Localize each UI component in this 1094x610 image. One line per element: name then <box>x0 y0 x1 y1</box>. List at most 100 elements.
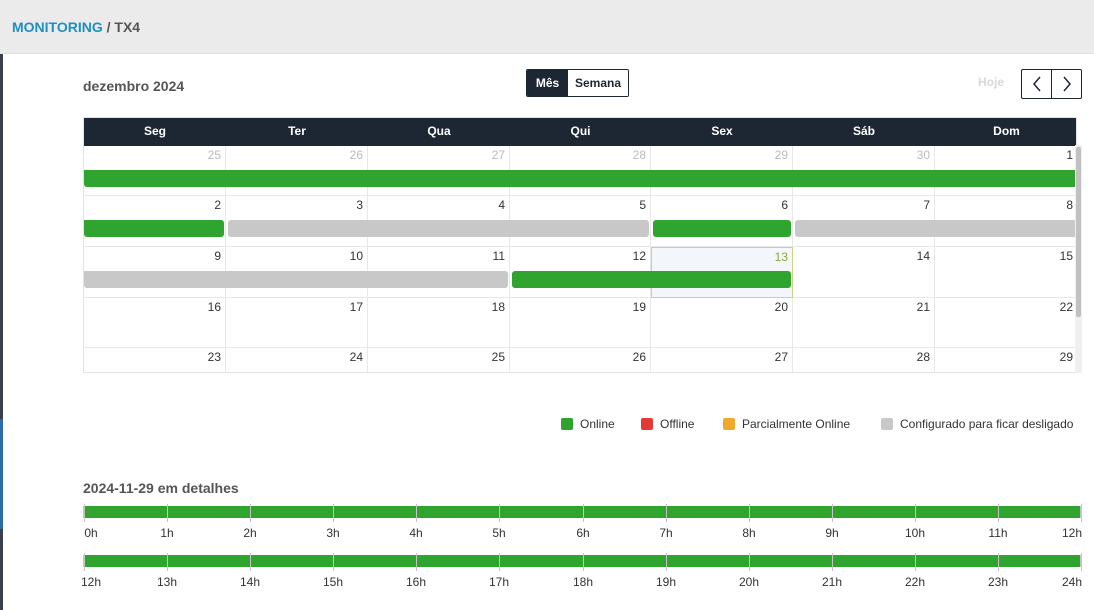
hour-label: 5h <box>492 526 506 540</box>
day-number: 23 <box>207 350 221 364</box>
day-number: 7 <box>923 198 930 212</box>
hour-tick <box>915 504 916 522</box>
weekday-label: Qua <box>427 124 451 138</box>
hour-label: 14h <box>239 575 261 589</box>
calendar-day[interactable]: 28 <box>793 348 935 372</box>
weekday-label: Qui <box>570 124 591 138</box>
hour-tick <box>250 504 251 522</box>
day-number: 2 <box>214 198 221 212</box>
day-number: 25 <box>491 350 505 364</box>
hour-tick <box>749 553 750 571</box>
next-month-button[interactable] <box>1051 70 1081 98</box>
day-number: 24 <box>349 350 363 364</box>
hour-label: 11h <box>988 526 1008 540</box>
legend-label: Parcialmente Online <box>742 417 851 431</box>
day-number: 1 <box>1066 148 1073 162</box>
status-bar-online[interactable] <box>84 220 224 237</box>
day-number: 26 <box>349 148 363 162</box>
hour-label: 13h <box>156 575 178 589</box>
calendar-day[interactable]: 6 <box>651 196 793 247</box>
day-number: 3 <box>356 198 363 212</box>
calendar-day[interactable]: 19 <box>510 298 651 348</box>
hour-tick <box>666 504 667 522</box>
legend-item: Offline <box>641 416 694 432</box>
hour-tick <box>333 504 334 522</box>
hour-timeline-bar[interactable] <box>83 506 1081 518</box>
hour-tick <box>84 553 85 571</box>
status-bar-online[interactable] <box>84 170 1076 187</box>
chevron-left-icon <box>1032 76 1041 92</box>
calendar-day[interactable]: 26 <box>510 348 651 372</box>
hour-tick <box>998 553 999 571</box>
hour-label: 1h <box>160 526 174 540</box>
week-view-button[interactable]: Semana <box>568 70 628 96</box>
sidebar-edge-highlight <box>0 419 3 529</box>
hour-tick <box>998 504 999 522</box>
day-number: 20 <box>774 300 788 314</box>
month-title: dezembro 2024 <box>83 78 185 94</box>
month-navigation <box>1021 69 1082 99</box>
hour-label: 6h <box>576 526 590 540</box>
hour-tick <box>832 504 833 522</box>
hour-label: 21h <box>821 575 843 589</box>
status-bar-configured-off[interactable] <box>795 220 1076 237</box>
hour-label: 0h <box>84 526 98 540</box>
calendar-day[interactable]: 23 <box>84 348 226 372</box>
hour-tick <box>333 553 334 571</box>
top-bar: MONITORING / TX4 <box>0 0 1094 54</box>
legend-label: Online <box>580 417 615 431</box>
calendar-day[interactable]: 29 <box>935 348 1076 372</box>
status-bar-configured-off[interactable] <box>228 220 649 237</box>
calendar-day[interactable]: 16 <box>84 298 226 348</box>
legend-item: Parcialmente Online <box>723 416 850 432</box>
day-number: 4 <box>498 198 505 212</box>
day-number: 14 <box>916 249 930 263</box>
calendar-day[interactable]: 14 <box>793 247 935 298</box>
hour-tick <box>666 553 667 571</box>
calendar-day[interactable]: 27 <box>651 348 793 372</box>
calendar-scrollbar[interactable] <box>1075 145 1082 373</box>
hour-label: 9h <box>825 526 839 540</box>
calendar-day[interactable]: 5 <box>510 196 651 247</box>
calendar-day[interactable]: 11 <box>368 247 510 298</box>
breadcrumb-monitoring-link[interactable]: MONITORING <box>12 19 103 35</box>
day-number: 18 <box>491 300 505 314</box>
calendar-day[interactable]: 25 <box>368 348 510 372</box>
today-button[interactable]: Hoje <box>978 75 1005 89</box>
month-view-button[interactable]: Mês <box>527 70 568 96</box>
calendar-day[interactable]: 1 <box>935 146 1076 196</box>
hour-tick <box>167 553 168 571</box>
legend-item: Configurado para ficar desligado <box>881 416 1073 432</box>
hour-label: 20h <box>738 575 760 589</box>
calendar-day[interactable]: 20 <box>651 298 793 348</box>
hour-tick <box>499 553 500 571</box>
scrollbar-thumb[interactable] <box>1076 147 1081 317</box>
day-number: 16 <box>207 300 221 314</box>
day-number: 9 <box>214 249 221 263</box>
weekday-label: Seg <box>143 124 166 138</box>
legend-swatch <box>881 418 893 430</box>
calendar-day[interactable]: 18 <box>368 298 510 348</box>
calendar-day[interactable]: 17 <box>226 298 368 348</box>
hour-tick <box>915 553 916 571</box>
hour-label: 2h <box>243 526 257 540</box>
hour-label: 17h <box>488 575 510 589</box>
status-bar-online[interactable] <box>653 220 791 237</box>
calendar-day[interactable]: 8 <box>935 196 1076 247</box>
day-number: 13 <box>774 250 788 264</box>
legend-swatch <box>561 418 573 430</box>
day-number: 29 <box>1059 350 1073 364</box>
hour-tick <box>749 504 750 522</box>
calendar-day[interactable]: 21 <box>793 298 935 348</box>
hour-timeline-bar[interactable] <box>83 555 1081 567</box>
status-bar-online[interactable] <box>512 271 791 288</box>
calendar-day[interactable]: 2 <box>84 196 226 247</box>
status-bar-configured-off[interactable] <box>84 271 508 288</box>
calendar-day[interactable]: 22 <box>935 298 1076 348</box>
calendar-day[interactable]: 15 <box>935 247 1076 298</box>
day-number: 15 <box>1059 249 1073 263</box>
hour-label: 12h <box>80 575 102 589</box>
calendar-day[interactable]: 24 <box>226 348 368 372</box>
prev-month-button[interactable] <box>1022 70 1051 98</box>
day-number: 25 <box>207 148 221 162</box>
